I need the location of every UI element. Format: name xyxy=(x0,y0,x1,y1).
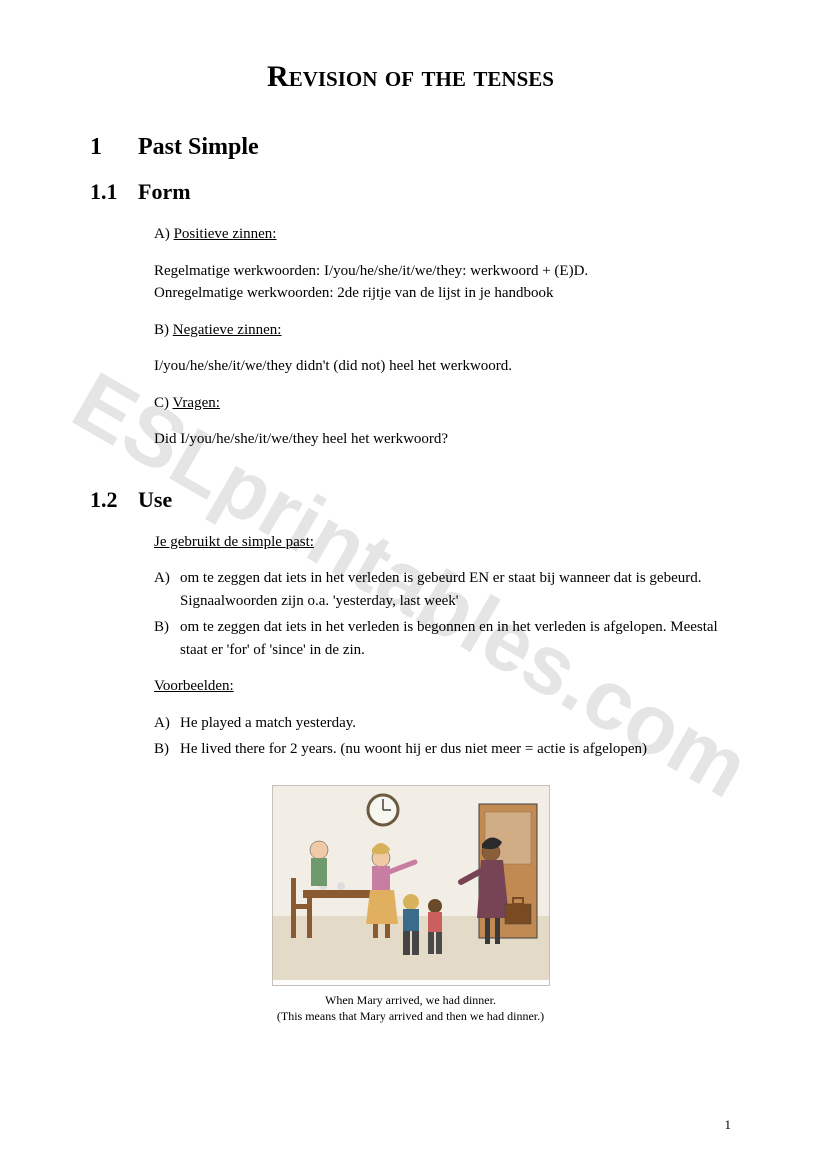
heading-1-label: Past Simple xyxy=(138,134,259,160)
form-b-label: Negatieve zinnen: xyxy=(173,322,282,338)
use-a: A) om te zeggen dat iets in het verleden… xyxy=(154,567,731,612)
use-content: Je gebruikt de simple past: A) om te zeg… xyxy=(154,531,731,761)
form-content: A) Positieve zinnen: Regelmatige werkwoo… xyxy=(154,223,731,451)
use-b: B) om te zeggen dat iets in het verleden… xyxy=(154,616,731,661)
heading-1-1-label: Form xyxy=(138,179,191,204)
illustration xyxy=(272,785,550,986)
form-b-line: I/you/he/she/it/we/they didn't (did not)… xyxy=(154,355,731,378)
examples-label: Voorbeelden: xyxy=(154,678,234,694)
use-b-text: om te zeggen dat iets in het verleden is… xyxy=(180,616,731,661)
heading-1: 1Past Simple xyxy=(90,134,731,161)
caption: When Mary arrived, we had dinner. (This … xyxy=(90,992,731,1026)
form-a-head: A) xyxy=(154,226,174,242)
use-b-marker: B) xyxy=(154,616,180,661)
illustration-svg xyxy=(273,786,549,980)
page-title: Revision of the tenses xyxy=(90,60,731,94)
form-b-head: B) xyxy=(154,322,173,338)
example-b-text: He lived there for 2 years. (nu woont hi… xyxy=(180,738,647,761)
heading-1-2-label: Use xyxy=(138,487,172,512)
heading-1-2: 1.2Use xyxy=(90,487,731,513)
example-a-marker: A) xyxy=(154,712,180,735)
example-a: A) He played a match yesterday. xyxy=(154,712,731,735)
caption-line1: When Mary arrived, we had dinner. xyxy=(90,992,731,1009)
use-a-marker: A) xyxy=(154,567,180,612)
form-a-label: Positieve zinnen: xyxy=(174,226,277,242)
caption-line2: (This means that Mary arrived and then w… xyxy=(90,1008,731,1025)
form-a-line2: Onregelmatige werkwoorden: 2de rijtje va… xyxy=(154,282,731,305)
heading-1-1-num: 1.1 xyxy=(90,179,138,205)
page-number: 1 xyxy=(725,1117,732,1133)
use-intro: Je gebruikt de simple past: xyxy=(154,534,314,550)
use-a-text: om te zeggen dat iets in het verleden is… xyxy=(180,567,731,612)
form-c-head: C) xyxy=(154,395,172,411)
heading-1-num: 1 xyxy=(90,134,138,161)
example-b: B) He lived there for 2 years. (nu woont… xyxy=(154,738,731,761)
heading-1-2-num: 1.2 xyxy=(90,487,138,513)
example-b-marker: B) xyxy=(154,738,180,761)
form-a-line1: Regelmatige werkwoorden: I/you/he/she/it… xyxy=(154,260,731,283)
illustration-wrap: When Mary arrived, we had dinner. (This … xyxy=(90,785,731,1026)
form-c-line: Did I/you/he/she/it/we/they heel het wer… xyxy=(154,428,731,451)
form-c-label: Vragen: xyxy=(172,395,219,411)
example-a-text: He played a match yesterday. xyxy=(180,712,356,735)
heading-1-1: 1.1Form xyxy=(90,179,731,205)
